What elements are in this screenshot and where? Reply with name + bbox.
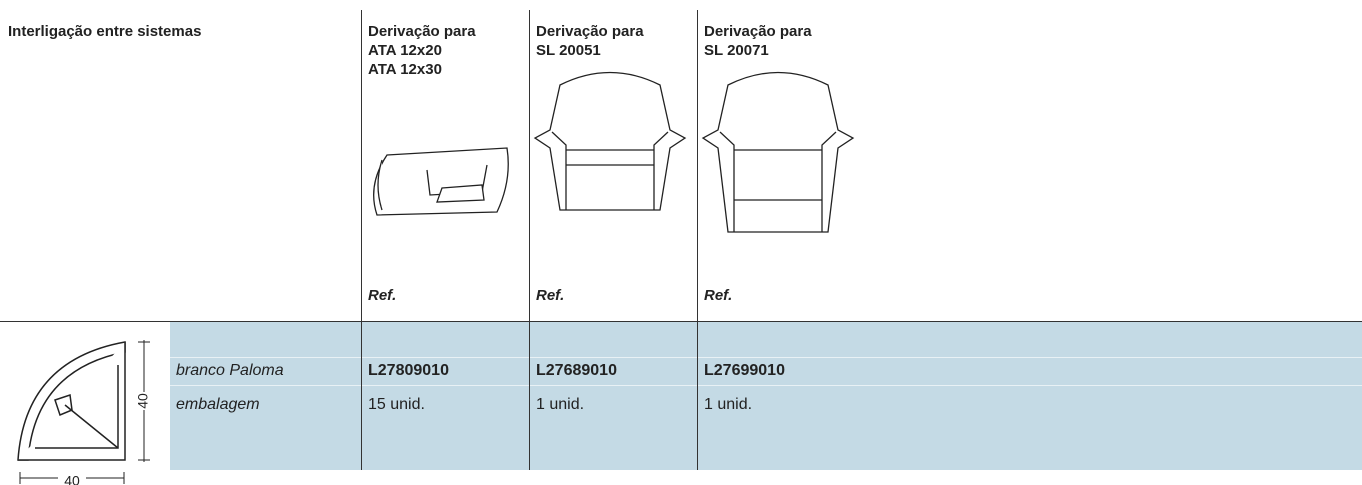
col-header: Derivação para SL 20071 <box>704 22 812 60</box>
ref-label: Ref. <box>368 287 397 304</box>
col-line-text: Derivação para <box>368 23 476 40</box>
row-label: embalagem <box>176 396 260 413</box>
col-line <box>529 10 530 470</box>
table-bg <box>170 322 1362 470</box>
header-rule <box>0 321 1362 322</box>
product-drawing <box>701 71 855 233</box>
row-sep <box>170 385 1362 386</box>
dim-label: 40 <box>135 393 151 409</box>
col-line-text: ATA 12x20 <box>368 42 442 59</box>
product-drawing <box>373 147 509 216</box>
ref-label: Ref. <box>536 287 565 304</box>
col-header: Derivação para SL 20051 <box>536 22 644 60</box>
col-line <box>697 10 698 470</box>
col-line-text: SL 20071 <box>704 42 769 59</box>
cell: 15 unid. <box>368 396 425 413</box>
row-label: branco Paloma <box>176 362 284 379</box>
col-line-text: ATA 12x30 <box>368 61 442 78</box>
cell: L27699010 <box>704 362 785 379</box>
cell: L27809010 <box>368 362 449 379</box>
cell: L27689010 <box>536 362 617 379</box>
cell: 1 unid. <box>704 396 753 413</box>
col-line-text: SL 20051 <box>536 42 601 59</box>
row-sep <box>170 357 1362 358</box>
ref-label: Ref. <box>704 287 733 304</box>
col-line <box>361 10 362 470</box>
col-header: Derivação para ATA 12x20 ATA 12x30 <box>368 22 476 79</box>
col-line-text: Derivação para <box>536 23 644 40</box>
product-drawing <box>533 71 687 211</box>
title: Interligação entre sistemas <box>8 23 202 40</box>
dim-label: 40 <box>64 473 80 485</box>
col-line-text: Derivação para <box>704 23 812 40</box>
profile-drawing: 40 40 <box>17 340 152 485</box>
cell: 1 unid. <box>536 396 585 413</box>
